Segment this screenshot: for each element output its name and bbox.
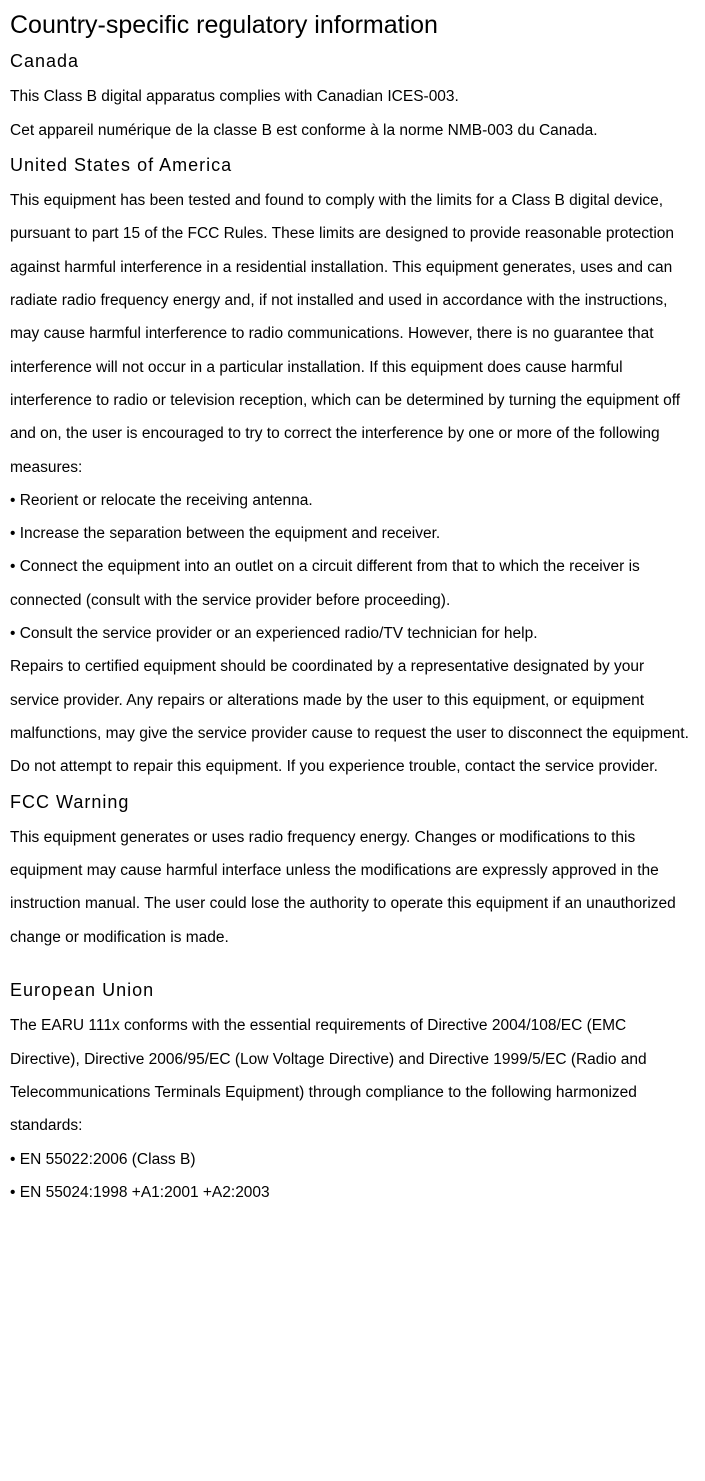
page-title: Country-specific regulatory information bbox=[10, 8, 695, 43]
eu-intro: The EARU 111x conforms with the essentia… bbox=[10, 1009, 695, 1142]
usa-bullet-4: • Consult the service provider or an exp… bbox=[10, 617, 695, 650]
usa-heading: United States of America bbox=[10, 153, 695, 178]
usa-bullet-2: • Increase the separation between the eq… bbox=[10, 517, 695, 550]
fcc-text: This equipment generates or uses radio f… bbox=[10, 821, 695, 954]
eu-bullet-1: • EN 55022:2006 (Class B) bbox=[10, 1143, 695, 1176]
eu-bullet-2: • EN 55024:1998 +A1:2001 +A2:2003 bbox=[10, 1176, 695, 1209]
fcc-heading: FCC Warning bbox=[10, 790, 695, 815]
eu-heading: European Union bbox=[10, 978, 695, 1003]
usa-bullet-1: • Reorient or relocate the receiving ant… bbox=[10, 484, 695, 517]
usa-footer-1: Repairs to certified equipment should be… bbox=[10, 650, 695, 750]
usa-bullet-3: • Connect the equipment into an outlet o… bbox=[10, 550, 695, 617]
canada-para-1: This Class B digital apparatus complies … bbox=[10, 80, 695, 113]
spacer bbox=[10, 954, 695, 972]
canada-para-2: Cet appareil numérique de la classe B es… bbox=[10, 114, 695, 147]
usa-footer-2: Do not attempt to repair this equipment.… bbox=[10, 750, 695, 783]
usa-intro: This equipment has been tested and found… bbox=[10, 184, 695, 484]
canada-heading: Canada bbox=[10, 49, 695, 74]
